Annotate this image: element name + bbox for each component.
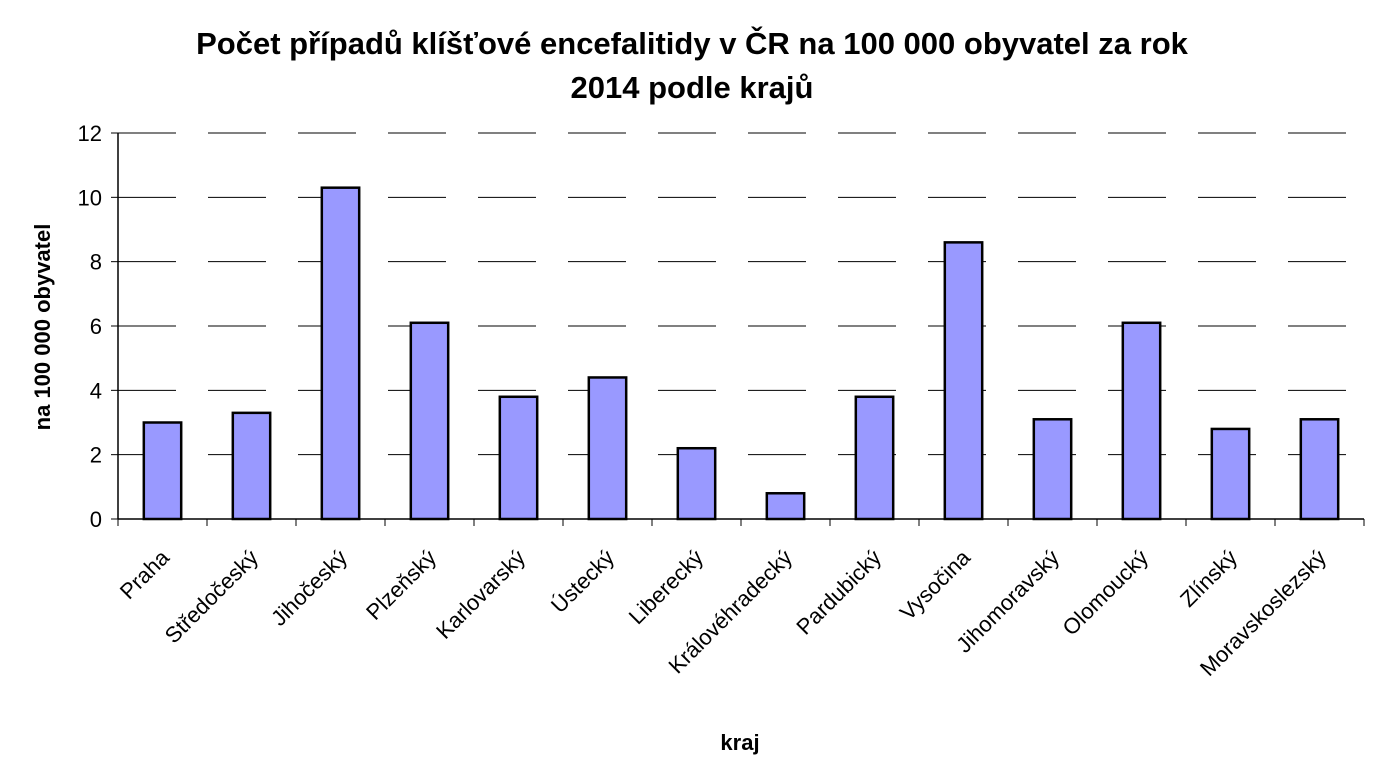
bar [943,241,984,521]
x-tick-label: Praha [115,544,175,604]
x-tick-label: Olomoucký [1058,545,1153,640]
chart-title-line-1: Počet případů klíšťové encefalitidy v ČR… [196,26,1188,61]
x-tick-label: Liberecký [624,545,708,629]
bar [676,446,717,521]
y-axis: 0 2 4 6 8 10 12 [78,121,119,532]
y-tick-label: 12 [78,121,102,146]
y-axis-label: na 100 000 obyvatel [30,224,55,431]
x-tick-label: Ústecký [546,545,619,618]
bar [1210,427,1251,521]
x-tick-label: Vysočina [895,544,976,625]
bar [498,395,539,521]
bar [231,411,272,521]
x-tick-label: Jihočeský [266,545,352,631]
bars [142,186,1340,521]
x-tick-label: Plzeňský [361,545,441,625]
bar [320,186,361,521]
x-tick-label: Zlínský [1175,545,1242,612]
x-tick-label: Karlovarský [431,545,530,644]
gridlines [118,132,1364,456]
bar [587,376,628,521]
bar [409,321,450,521]
y-tick-label: 0 [90,507,102,532]
y-tick-label: 8 [90,250,102,275]
y-tick-label: 2 [90,443,102,468]
x-tick-label: Pardubický [791,545,886,640]
bar [1032,418,1073,521]
y-tick-label: 4 [90,378,102,403]
x-axis [117,518,1365,526]
y-tick-label: 10 [78,185,102,210]
y-tick-label: 6 [90,314,102,339]
bar [1299,418,1340,521]
x-axis-label: kraj [720,730,759,755]
bar [854,395,895,521]
bar [765,492,806,521]
bar [142,421,183,521]
x-tick-label: Středočeský [160,545,263,648]
chart-title: Počet případů klíšťové encefalitidy v ČR… [0,22,1384,110]
bar [1121,321,1162,521]
chart-title-line-2: 2014 podle krajů [570,70,814,105]
